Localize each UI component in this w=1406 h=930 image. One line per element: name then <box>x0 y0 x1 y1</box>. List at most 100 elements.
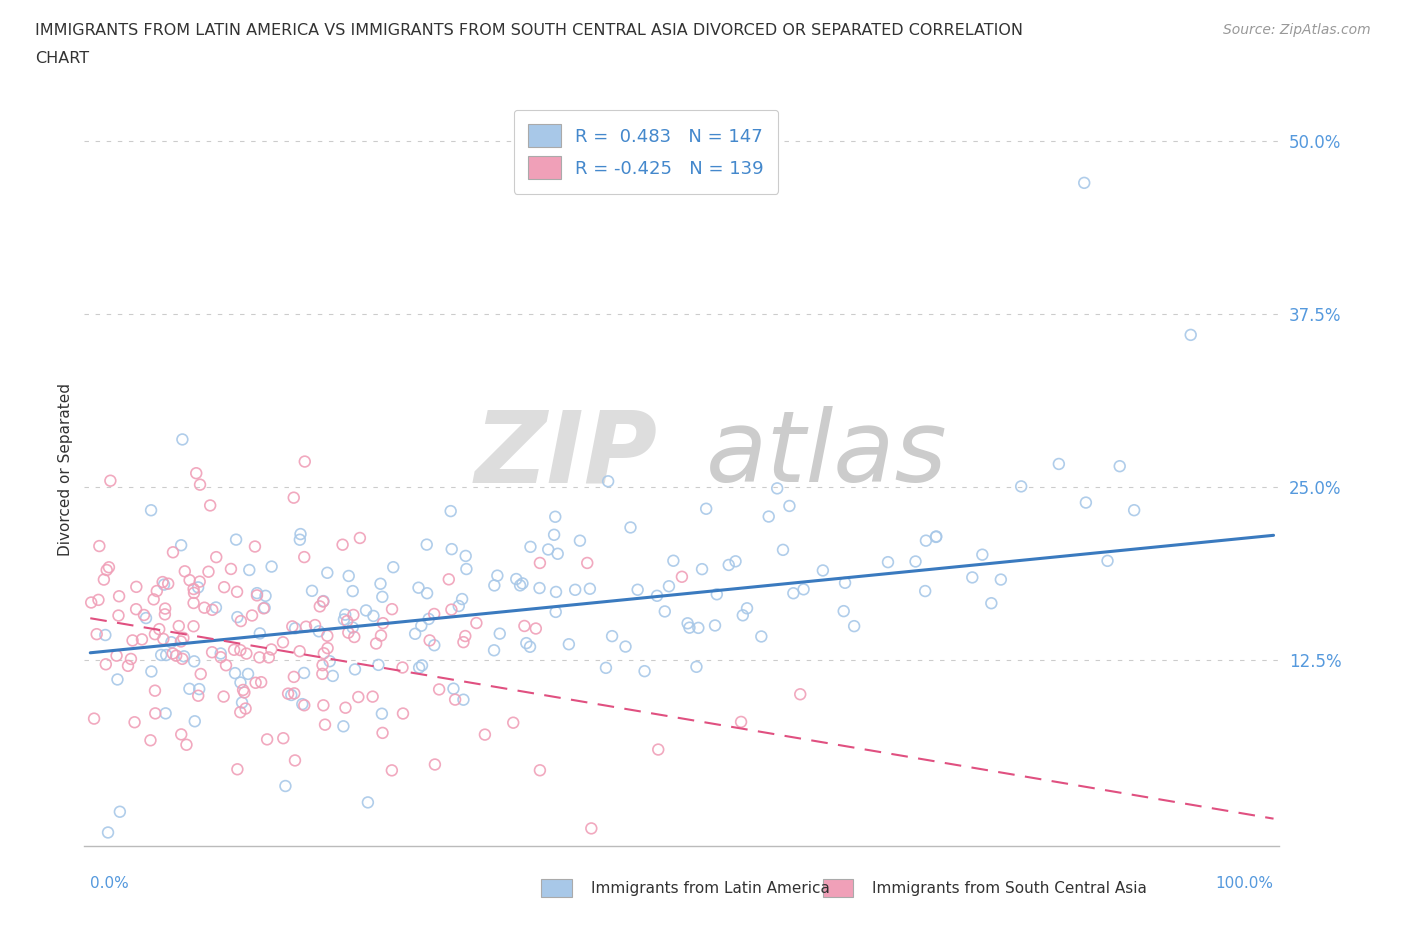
Point <box>143 684 166 698</box>
Point <box>371 616 394 631</box>
Point <box>595 660 617 675</box>
Point <box>231 695 253 710</box>
Point <box>904 554 927 569</box>
Point <box>724 554 747 569</box>
Point <box>225 532 247 547</box>
Point <box>246 586 269 601</box>
Point <box>391 660 413 675</box>
Point <box>337 568 360 583</box>
Point <box>94 628 117 643</box>
Point <box>146 583 169 598</box>
Point <box>363 608 385 623</box>
Point <box>832 604 855 618</box>
Point <box>312 593 335 608</box>
Point <box>179 682 201 697</box>
Point <box>209 650 232 665</box>
Point <box>254 589 277 604</box>
Point <box>250 675 273 690</box>
Point <box>357 795 380 810</box>
Point <box>811 563 834 578</box>
Point <box>93 572 115 587</box>
Point <box>627 582 650 597</box>
Point <box>94 657 117 671</box>
Point <box>245 675 267 690</box>
Point <box>312 698 335 712</box>
Point <box>581 821 603 836</box>
Text: 100.0%: 100.0% <box>1216 876 1274 892</box>
Point <box>308 624 330 639</box>
Point <box>280 687 302 702</box>
Point <box>283 670 305 684</box>
Point <box>411 618 433 633</box>
Point <box>322 669 344 684</box>
Point <box>349 530 371 545</box>
Point <box>212 689 235 704</box>
Point <box>288 644 311 658</box>
Point <box>447 599 470 614</box>
Point <box>170 634 193 649</box>
Point <box>243 539 266 554</box>
Point <box>229 705 252 720</box>
Point <box>162 646 184 661</box>
Point <box>543 527 565 542</box>
Point <box>284 753 307 768</box>
Point <box>274 778 297 793</box>
Point <box>229 614 252 629</box>
Point <box>316 641 339 656</box>
Point <box>336 614 359 629</box>
Point <box>789 687 811 702</box>
Point <box>155 647 177 662</box>
Point <box>454 629 477 644</box>
Point <box>172 651 194 666</box>
Point <box>505 572 527 587</box>
Point <box>423 638 446 653</box>
Point <box>224 666 246 681</box>
Point <box>153 601 176 616</box>
Point <box>249 626 271 641</box>
Point <box>292 698 315 712</box>
Point <box>676 616 699 631</box>
Point <box>271 635 294 650</box>
Point <box>131 632 153 647</box>
Point <box>260 559 283 574</box>
Point <box>453 692 475 707</box>
Point <box>183 618 205 633</box>
Point <box>186 466 208 481</box>
Point <box>404 626 426 641</box>
Point <box>1180 327 1202 342</box>
Point <box>86 627 108 642</box>
Point <box>782 586 804 601</box>
Point <box>257 650 280 665</box>
Point <box>685 659 707 674</box>
Point <box>197 565 219 579</box>
Point <box>370 577 392 591</box>
Point <box>381 763 404 777</box>
Point <box>314 717 336 732</box>
Point <box>135 611 157 626</box>
Point <box>502 715 524 730</box>
Point <box>187 688 209 703</box>
Point <box>678 620 700 635</box>
Point <box>107 608 129 623</box>
Point <box>515 636 537 651</box>
Point <box>215 658 238 672</box>
Point <box>366 636 388 651</box>
Point <box>418 612 440 627</box>
Point <box>544 584 567 599</box>
Point <box>1073 176 1095 191</box>
Point <box>371 706 394 721</box>
Point <box>1074 495 1097 510</box>
Point <box>150 647 173 662</box>
Point <box>142 591 165 606</box>
Point <box>165 648 187 663</box>
Point <box>301 583 323 598</box>
Point <box>408 660 430 675</box>
Point <box>371 590 394 604</box>
Point <box>772 542 794 557</box>
Point <box>125 602 148 617</box>
Point <box>558 637 581 652</box>
Point <box>83 711 105 726</box>
Point <box>834 576 856 591</box>
Point <box>235 646 257 661</box>
Point <box>193 600 215 615</box>
